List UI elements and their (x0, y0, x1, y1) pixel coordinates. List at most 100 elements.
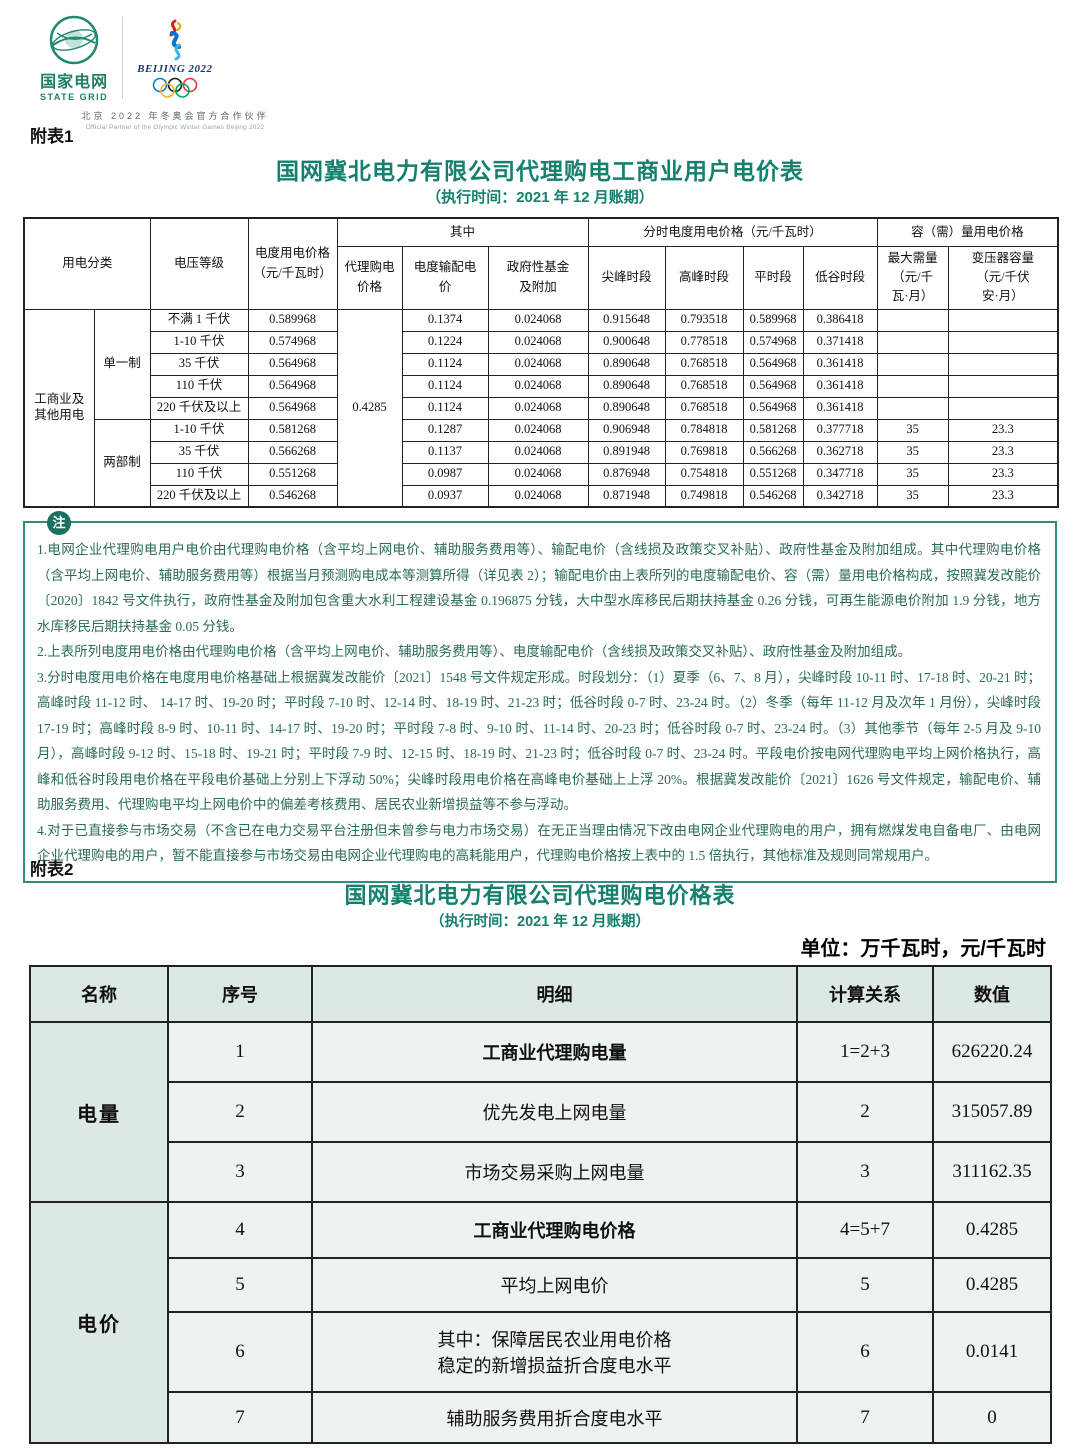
cell: 23.3 (947, 440, 1059, 464)
header-transmission-price: 电度输配电 价 (401, 245, 489, 310)
cell: 35 (876, 484, 949, 508)
cell: 0.024068 (487, 418, 589, 442)
table-row: 35 千伏 0.564968 0.1124 0.024068 0.890648 … (24, 352, 1059, 376)
cell-calc: 4=5+7 (796, 1201, 934, 1259)
cell: 35 (876, 418, 949, 442)
cell-calc: 6 (796, 1311, 934, 1393)
cell: 0.589968 (742, 308, 804, 332)
note-item-4: 4.对于已直接参与市场交易（不含已在电力交易平台注册但未曾参与电力市场交易）在无… (37, 822, 1041, 864)
cell (876, 330, 949, 354)
cell-no: 2 (167, 1081, 313, 1143)
state-grid-globe-icon (49, 15, 99, 65)
olympic-rings-icon (152, 77, 198, 98)
cell: 0.891948 (587, 440, 666, 464)
header-gov-funds: 政府性基金 及附加 (487, 245, 589, 310)
header-agency-price: 代理购电 价格 (336, 245, 403, 310)
header-energy-price: 电度用电价格 （元/千瓦时） (247, 217, 338, 310)
table2-subtitle: （执行时间：2021 年 12 月账期） (430, 914, 650, 930)
cell-voltage: 220 千伏及以上 (149, 396, 249, 420)
table-row: 电量 1 工商业代理购电量 1=2+3 626220.24 (29, 1021, 1052, 1203)
cell-calc: 2 (796, 1081, 934, 1143)
state-grid-en-label: STATE GRID (40, 92, 109, 102)
cell-voltage: 110 千伏 (149, 374, 249, 398)
cell: 0.906948 (587, 418, 666, 442)
cell-group-single: 单一制 (93, 308, 151, 420)
cell: 0.377718 (802, 418, 878, 442)
beijing2022-emblem-icon (169, 19, 182, 60)
cell: 23.3 (947, 484, 1059, 508)
cell: 0.566268 (742, 440, 804, 464)
cell-price: 0.581268 (247, 418, 338, 442)
cell-group-energy: 电量 (29, 1021, 169, 1203)
table-row: 1-10 千伏 0.574968 0.1224 0.024068 0.90064… (24, 330, 1059, 354)
cell: 0.024068 (487, 330, 589, 354)
partner-caption-en: Official Partner of the Olympic Winter G… (85, 124, 265, 131)
cell-group-two-part: 两部制 (93, 418, 151, 508)
logo-row: 国家电网 STATE GRID BEIJING 2022 (40, 14, 340, 102)
table-row: 两部制 1-10 千伏 0.581268 0.1287 0.024068 0.9… (24, 418, 1059, 508)
cell: 0.0987 (401, 462, 489, 486)
cell: 35 (876, 440, 949, 464)
cell: 0.778518 (664, 330, 744, 354)
header-no: 序号 (167, 965, 313, 1023)
cell: 0.768518 (664, 352, 744, 376)
header-calc: 计算关系 (796, 965, 934, 1023)
header-max-demand: 最大需量 （元/千 瓦·月） (876, 245, 949, 310)
cell: 0.749818 (664, 484, 744, 508)
cell: 0.1224 (401, 330, 489, 354)
cell: 0.024068 (487, 396, 589, 420)
cell-price: 0.566268 (247, 440, 338, 464)
note-badge: 注 (47, 511, 71, 535)
table-row: 220 千伏及以上 0.546268 0.0937 0.024068 0.871… (24, 484, 1059, 508)
cell-voltage: 不满 1 千伏 (149, 308, 249, 332)
cell: 0.890648 (587, 374, 666, 398)
cell: 0.754818 (664, 462, 744, 486)
cell: 23.3 (947, 462, 1059, 486)
cell (947, 374, 1059, 398)
beijing2022-label: BEIJING 2022 (137, 62, 213, 75)
cell-no: 3 (167, 1141, 313, 1203)
header-detail: 明细 (311, 965, 798, 1023)
cell: 0.024068 (487, 374, 589, 398)
cell: 0.564968 (742, 352, 804, 376)
cell-no: 5 (167, 1257, 313, 1313)
cell-detail: 辅助服务费用折合度电水平 (311, 1391, 798, 1444)
cell-detail: 工商业代理购电量 (311, 1021, 798, 1083)
table2-title: 国网冀北电力有限公司代理购电价格表 (344, 883, 736, 908)
cell-calc: 3 (796, 1141, 934, 1203)
cell-price: 0.589968 (247, 308, 338, 332)
cell-price: 0.564968 (247, 396, 338, 420)
cell-no: 1 (167, 1021, 313, 1083)
cell-detail: 市场交易采购上网电量 (311, 1141, 798, 1203)
cell-no: 4 (167, 1201, 313, 1259)
attachment1-label: 附表1 (30, 127, 74, 146)
header-logo-block: 国家电网 STATE GRID BEIJING 2022 北京 2022 年冬奥… (40, 14, 340, 131)
cell-no: 7 (167, 1391, 313, 1444)
cell-price: 0.546268 (247, 484, 338, 508)
table2-unit-label: 单位：万千瓦时，元/千瓦时 (800, 938, 1046, 960)
cell (876, 396, 949, 420)
cell: 0.564968 (742, 374, 804, 398)
cell: 0.871948 (587, 484, 666, 508)
cell (876, 308, 949, 332)
cell: 0.784818 (664, 418, 744, 442)
cell: 0.361418 (802, 396, 878, 420)
table1-subtitle: （执行时间：2021 年 12 月账期） (426, 189, 654, 206)
header-high: 高峰时段 (664, 245, 744, 310)
cell: 23.3 (947, 418, 1059, 442)
cell (876, 374, 949, 398)
cell-price: 0.564968 (247, 352, 338, 376)
cell-voltage: 1-10 千伏 (149, 330, 249, 354)
cell: 0.1137 (401, 440, 489, 464)
cell: 0.564968 (742, 396, 804, 420)
cell-value: 0 (932, 1391, 1052, 1444)
state-grid-logo: 国家电网 STATE GRID (40, 14, 108, 102)
cell-value: 315057.89 (932, 1081, 1052, 1143)
cell: 0.915648 (587, 308, 666, 332)
cell-price: 0.551268 (247, 462, 338, 486)
cell: 0.890648 (587, 352, 666, 376)
header-flat: 平时段 (742, 245, 804, 310)
cell: 0.876948 (587, 462, 666, 486)
cell (947, 396, 1059, 420)
cell: 0.1287 (401, 418, 489, 442)
